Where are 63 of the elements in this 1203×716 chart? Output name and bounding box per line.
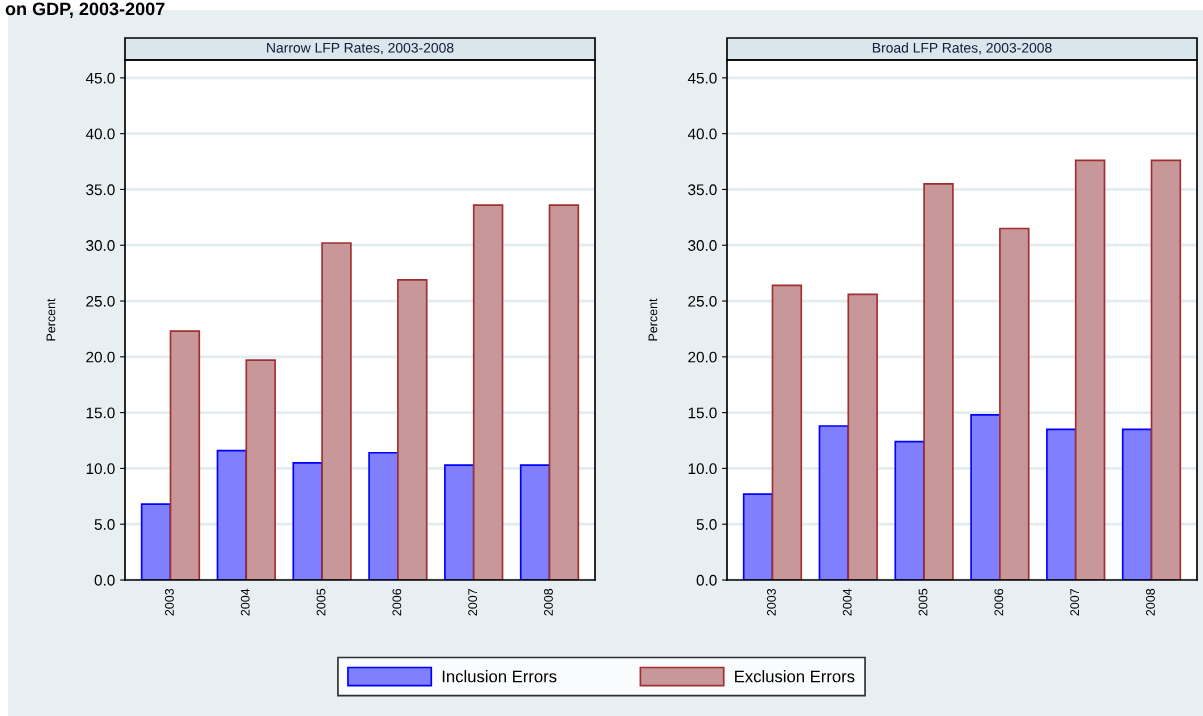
y-tick-label: 5.0: [696, 519, 717, 530]
bar: [771, 284, 803, 580]
y-tick-label: 40.0: [85, 128, 115, 140]
x-tick-label: 2007: [468, 588, 478, 616]
y-tick-label: 10.0: [688, 463, 717, 475]
x-tick-label: 2008: [544, 588, 553, 616]
bar: [999, 227, 1030, 580]
legend-label: Exclusion Errors: [735, 670, 855, 683]
x-tick-label: 2007: [1070, 588, 1080, 616]
bar: [397, 278, 428, 580]
chart-title: Narrow LFP Rates, 2003-2008: [267, 42, 454, 55]
y-tick-label: 20.0: [688, 351, 717, 363]
bar: [472, 204, 504, 580]
y-tick-label: 10.0: [86, 463, 115, 475]
bar: [169, 330, 201, 580]
bar: [818, 425, 850, 580]
y-tick-label: 15.0: [86, 407, 115, 419]
y-tick-label: 45.0: [687, 72, 717, 84]
chart-title: Broad LFP Rates, 2003-2008: [872, 42, 1052, 55]
bar: [548, 204, 580, 580]
y-axis-title: Percent: [46, 298, 56, 341]
y-tick-label: 25.0: [86, 295, 115, 307]
bar: [1074, 159, 1106, 580]
bar: [1046, 428, 1077, 580]
y-tick-label: 0.0: [94, 574, 115, 586]
bar: [444, 464, 475, 580]
bar: [923, 183, 954, 580]
y-tick-label: 30.0: [688, 240, 717, 251]
bar: [742, 493, 774, 580]
y-axis-title: Percent: [648, 298, 658, 341]
bar: [1121, 428, 1153, 580]
y-tick-label: 35.0: [688, 184, 717, 196]
y-tick-label: 25.0: [688, 295, 717, 307]
x-tick-label: 2006: [392, 588, 402, 616]
text: on GDP, 2003-2007: [5, 2, 165, 18]
legend-label: Inclusion Errors: [442, 670, 557, 683]
x-tick-label: 2003: [766, 588, 776, 616]
bar: [140, 503, 172, 580]
x-tick-label: 2008: [1146, 588, 1155, 616]
y-tick-label: 5.0: [94, 519, 115, 530]
x-tick-label: 2005: [918, 588, 928, 616]
y-tick-label: 15.0: [688, 407, 717, 419]
y-tick-label: 0.0: [696, 574, 717, 586]
bar: [519, 464, 551, 580]
bar: [368, 451, 399, 580]
y-tick-label: 40.0: [687, 128, 717, 140]
y-tick-label: 20.0: [86, 351, 115, 363]
x-tick-label: 2006: [994, 588, 1004, 616]
bar: [847, 293, 878, 580]
bar: [321, 242, 352, 580]
bar: [245, 359, 276, 580]
y-tick-label: 45.0: [85, 72, 115, 84]
y-tick-label: 30.0: [86, 240, 115, 251]
x-tick-label: 2004: [842, 588, 852, 616]
bar: [292, 461, 323, 580]
x-tick-label: 2004: [240, 588, 250, 616]
x-tick-label: 2003: [164, 588, 174, 616]
y-tick-label: 35.0: [86, 184, 115, 196]
bar: [970, 414, 1001, 580]
x-tick-label: 2005: [316, 588, 326, 616]
bar: [216, 449, 248, 580]
bar: [894, 440, 925, 580]
bar: [1150, 159, 1182, 580]
